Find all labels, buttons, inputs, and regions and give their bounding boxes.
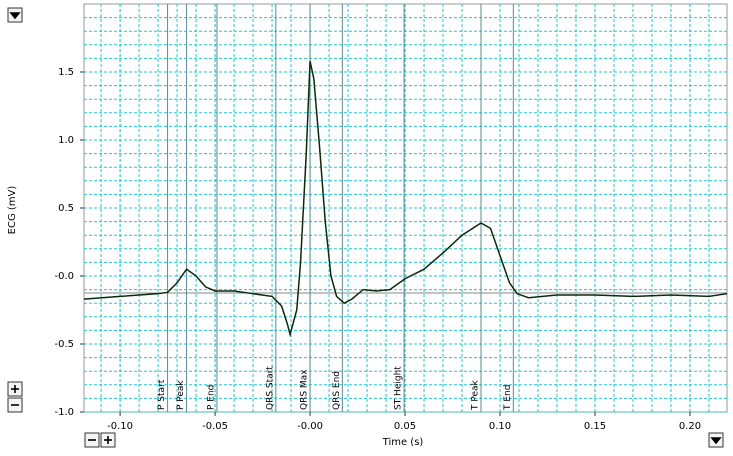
zoom-out-y-button[interactable] xyxy=(7,397,23,413)
marker-label: P Peak xyxy=(176,380,186,410)
y-tick-label: 1.0 xyxy=(58,135,74,146)
x-axis-label: Time (s) xyxy=(382,437,424,448)
marker-label: QRS Max xyxy=(300,369,310,410)
x-tick-label: 0.10 xyxy=(489,421,511,432)
menu-button[interactable] xyxy=(7,7,23,23)
marker-label: P Start xyxy=(157,379,167,410)
x-tick-label: 0.15 xyxy=(584,421,606,432)
marker-label: T End xyxy=(503,385,513,411)
y-tick-label: -0.5 xyxy=(54,339,74,350)
marker-label: P End xyxy=(206,385,216,410)
zoom-in-x-button[interactable] xyxy=(100,432,116,448)
y-tick-label: -1.0 xyxy=(54,407,74,418)
ecg-line xyxy=(83,60,728,338)
x-tick-label: -0.10 xyxy=(107,421,133,432)
y-tick-label: -0.0 xyxy=(54,271,74,282)
x-tick-label: -0.00 xyxy=(297,421,323,432)
marker-label: T Peak xyxy=(471,379,481,411)
marker-label: ST Height xyxy=(394,366,404,410)
y-tick-label: 1.5 xyxy=(58,67,74,78)
grid xyxy=(84,4,727,413)
y-axis-label: ECG (mV) xyxy=(7,186,18,235)
x-tick-label: 0.05 xyxy=(394,421,416,432)
zoom-in-y-button[interactable] xyxy=(7,381,23,397)
x-tick-label: -0.05 xyxy=(202,421,228,432)
marker-label: QRS Start xyxy=(265,366,275,410)
zoom-out-x-button[interactable] xyxy=(84,432,100,448)
marker-label: QRS End xyxy=(332,371,342,410)
x-menu-button[interactable] xyxy=(708,432,724,448)
y-tick-label: 0.5 xyxy=(58,203,74,214)
x-tick-label: 0.20 xyxy=(679,421,701,432)
